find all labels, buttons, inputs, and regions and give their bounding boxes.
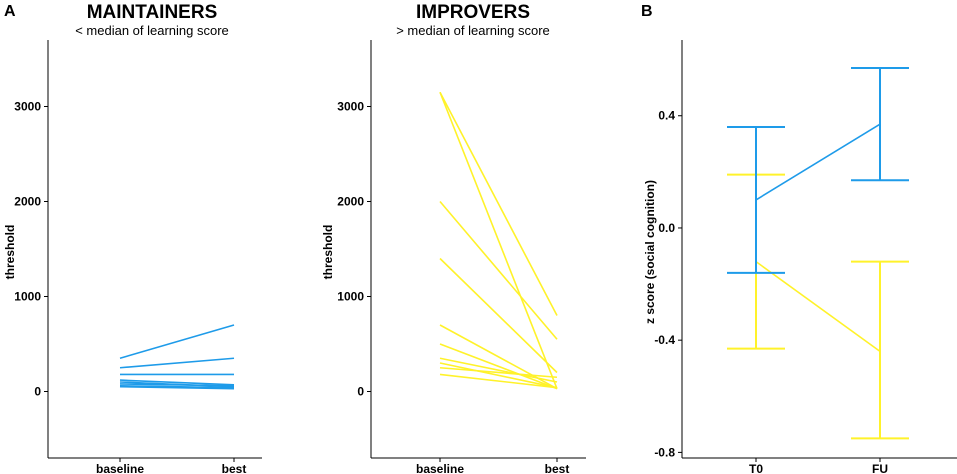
chart-subtitle: < median of learning score: [75, 23, 229, 38]
social-cognition-chart: z score (social cognition) -0.8 -0.4 0.0 0.…: [643, 40, 957, 474]
y-tick-label: 2000: [337, 195, 364, 209]
y-tick-label: -0.4: [654, 333, 675, 347]
y-tick-label: -0.8: [654, 445, 675, 459]
participant-line: [439, 343, 558, 390]
x-tick-label: baseline: [416, 462, 464, 474]
chart-title: IMPROVERS: [416, 2, 530, 23]
panel-label-a: A: [4, 3, 16, 20]
participant-line: [439, 200, 558, 340]
participant-line: [119, 385, 235, 390]
chart-title: MAINTAINERS: [87, 2, 218, 23]
x-tick-label: T0: [749, 462, 763, 474]
x-tick-label: baseline: [96, 462, 144, 474]
y-tick-label: 1000: [337, 290, 364, 304]
participant-line: [119, 383, 235, 387]
y-tick-label: 0: [357, 385, 364, 399]
chart-subtitle: > median of learning score: [396, 23, 550, 38]
y-tick-label: 2000: [14, 195, 41, 209]
mean-line-maintainers: [755, 123, 881, 201]
y-axis-label: threshold: [3, 225, 17, 280]
y-tick-label: 1000: [14, 290, 41, 304]
maintainers-chart: MAINTAINERS < median of learning score t…: [3, 2, 262, 474]
participant-line: [439, 91, 558, 316]
improvers-chart: IMPROVERS > median of learning score thr…: [321, 2, 586, 474]
participant-line: [119, 379, 235, 386]
y-tick-label: 3000: [14, 100, 41, 114]
x-tick-label: best: [545, 462, 570, 474]
y-tick-label: 3000: [337, 100, 364, 114]
participant-line: [439, 362, 558, 389]
panel-label-b: B: [641, 3, 653, 20]
participant-line: [439, 373, 558, 389]
participant-line: [439, 366, 558, 379]
y-axis-label: threshold: [321, 225, 335, 280]
participant-line: [439, 257, 558, 374]
y-tick-label: 0: [34, 385, 41, 399]
y-tick-label: 0.4: [658, 109, 675, 123]
participant-line: [119, 324, 235, 360]
y-tick-label: 0.0: [658, 221, 675, 235]
participant-line: [439, 357, 558, 383]
participant-line: [439, 91, 558, 389]
y-axis-label: z score (social cognition): [643, 180, 657, 324]
participant-line: [119, 385, 235, 389]
x-tick-label: best: [222, 462, 247, 474]
participant-line: [119, 357, 235, 369]
x-tick-label: FU: [872, 462, 888, 474]
mean-line-improvers: [755, 260, 881, 353]
